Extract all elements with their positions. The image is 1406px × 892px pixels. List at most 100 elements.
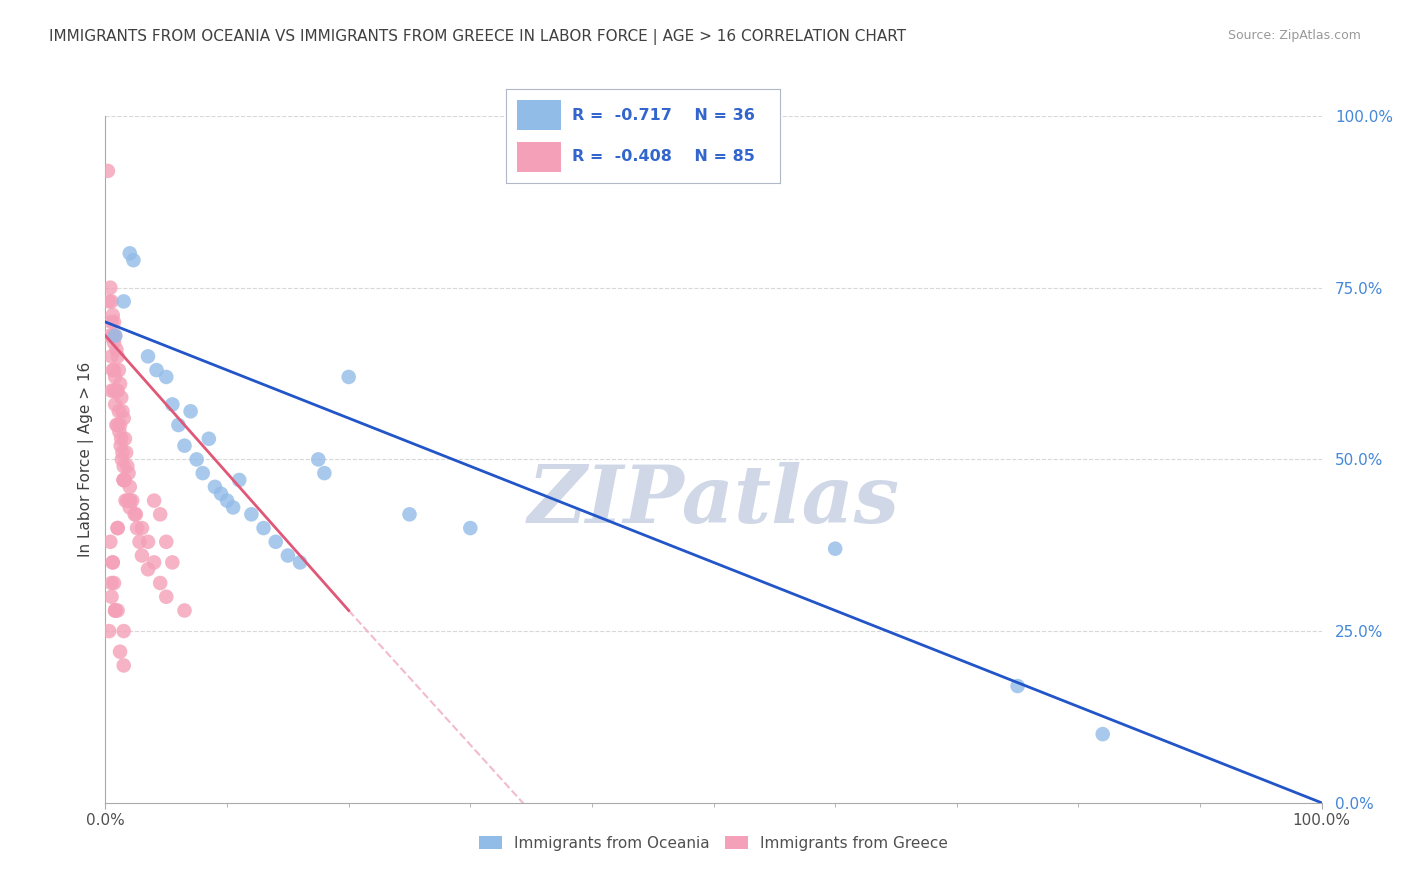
- Point: [118, 500, 141, 515]
- Point: [264, 534, 287, 549]
- Point: [173, 603, 195, 617]
- Point: [145, 363, 167, 377]
- Point: [97, 164, 120, 178]
- Point: [118, 493, 141, 508]
- Point: [124, 508, 146, 522]
- Point: [107, 417, 129, 433]
- Point: [98, 281, 121, 295]
- Point: [118, 480, 141, 494]
- Point: [117, 493, 139, 508]
- Point: [118, 246, 141, 260]
- Point: [100, 590, 122, 604]
- Text: R =  -0.717    N = 36: R = -0.717 N = 36: [572, 108, 755, 123]
- Point: [155, 370, 177, 384]
- Point: [198, 432, 221, 446]
- Point: [103, 363, 125, 377]
- Point: [108, 404, 131, 418]
- Point: [131, 549, 153, 563]
- Point: [228, 473, 250, 487]
- Point: [101, 363, 124, 377]
- Point: [1091, 727, 1114, 741]
- Point: [128, 534, 150, 549]
- Point: [112, 473, 135, 487]
- Legend: Immigrants from Oceania, Immigrants from Greece: Immigrants from Oceania, Immigrants from…: [472, 830, 955, 857]
- Point: [209, 487, 232, 501]
- Point: [112, 411, 135, 425]
- Point: [98, 328, 121, 343]
- Point: [314, 466, 336, 480]
- Point: [111, 445, 134, 459]
- Point: [398, 508, 420, 522]
- Point: [112, 624, 135, 639]
- Point: [108, 363, 131, 377]
- Point: [107, 603, 129, 617]
- Point: [101, 555, 124, 570]
- Point: [136, 534, 159, 549]
- Point: [98, 624, 121, 639]
- Point: [458, 521, 481, 535]
- Point: [107, 350, 129, 364]
- Point: [112, 658, 135, 673]
- Point: [103, 384, 125, 398]
- Point: [167, 417, 190, 433]
- Point: [307, 452, 329, 467]
- Point: [155, 534, 177, 549]
- Point: [107, 384, 129, 398]
- Text: IMMIGRANTS FROM OCEANIA VS IMMIGRANTS FROM GREECE IN LABOR FORCE | AGE > 16 CORR: IMMIGRANTS FROM OCEANIA VS IMMIGRANTS FR…: [49, 29, 907, 45]
- Point: [107, 521, 129, 535]
- Point: [204, 480, 226, 494]
- Text: Source: ZipAtlas.com: Source: ZipAtlas.com: [1227, 29, 1361, 43]
- Point: [122, 253, 145, 268]
- Point: [103, 315, 125, 329]
- Point: [108, 425, 131, 439]
- Bar: [517, 142, 561, 171]
- Point: [98, 534, 121, 549]
- Point: [277, 549, 299, 563]
- Point: [1007, 679, 1029, 693]
- Point: [191, 466, 214, 480]
- Point: [111, 452, 134, 467]
- Point: [111, 404, 134, 418]
- Point: [110, 432, 132, 446]
- Point: [104, 328, 127, 343]
- Point: [104, 603, 127, 617]
- Point: [252, 521, 274, 535]
- Point: [143, 555, 166, 570]
- Point: [222, 500, 245, 515]
- Point: [101, 328, 124, 343]
- Point: [117, 459, 139, 474]
- Point: [100, 350, 122, 364]
- Point: [162, 555, 184, 570]
- Point: [115, 445, 138, 459]
- Point: [112, 294, 135, 309]
- Point: [125, 508, 148, 522]
- Point: [108, 417, 131, 433]
- Point: [100, 315, 122, 329]
- Y-axis label: In Labor Force | Age > 16: In Labor Force | Age > 16: [79, 362, 94, 557]
- Point: [110, 391, 132, 405]
- Point: [104, 370, 127, 384]
- Point: [180, 404, 202, 418]
- Point: [108, 376, 131, 391]
- Point: [217, 493, 239, 508]
- Point: [108, 645, 131, 659]
- Point: [104, 328, 127, 343]
- Point: [155, 590, 177, 604]
- Point: [149, 508, 172, 522]
- Text: ZIPatlas: ZIPatlas: [527, 462, 900, 540]
- Point: [136, 562, 159, 576]
- Point: [101, 308, 124, 322]
- Point: [162, 397, 184, 411]
- Point: [125, 521, 148, 535]
- Point: [288, 555, 311, 570]
- Point: [105, 384, 128, 398]
- Text: R =  -0.408    N = 85: R = -0.408 N = 85: [572, 149, 755, 164]
- Point: [824, 541, 846, 556]
- Point: [118, 493, 141, 508]
- Point: [121, 493, 143, 508]
- Point: [104, 397, 127, 411]
- Point: [103, 335, 125, 350]
- Point: [143, 493, 166, 508]
- Point: [240, 508, 263, 522]
- Point: [114, 432, 136, 446]
